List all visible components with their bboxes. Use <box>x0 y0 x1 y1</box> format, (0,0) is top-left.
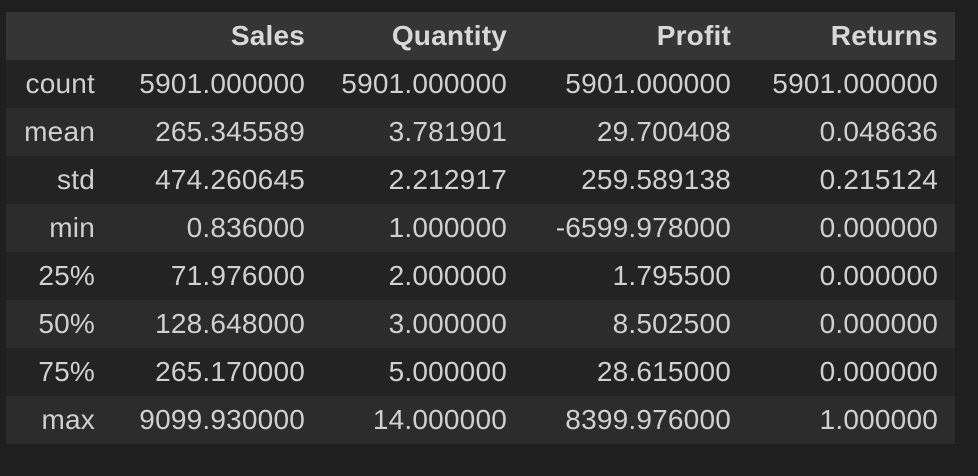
stat-cell: 2.212917 <box>322 156 524 204</box>
stat-cell: 5901.000000 <box>112 60 322 108</box>
header-cell-returns: Returns <box>748 12 955 60</box>
stat-cell: 5901.000000 <box>524 60 748 108</box>
table-row-max: max 9099.930000 14.000000 8399.976000 1.… <box>6 396 955 444</box>
table-row-mean: mean 265.345589 3.781901 29.700408 0.048… <box>6 108 955 156</box>
stat-cell: 1.000000 <box>322 204 524 252</box>
row-label: min <box>6 204 112 252</box>
header-cell-index <box>6 12 112 60</box>
stat-cell: 0.000000 <box>748 300 955 348</box>
table-row-min: min 0.836000 1.000000 -6599.978000 0.000… <box>6 204 955 252</box>
table-row-count: count 5901.000000 5901.000000 5901.00000… <box>6 60 955 108</box>
table-row-25pct: 25% 71.976000 2.000000 1.795500 0.000000 <box>6 252 955 300</box>
stat-cell: 474.260645 <box>112 156 322 204</box>
stat-cell: -6599.978000 <box>524 204 748 252</box>
table-row-50pct: 50% 128.648000 3.000000 8.502500 0.00000… <box>6 300 955 348</box>
stat-cell: 0.000000 <box>748 204 955 252</box>
stat-cell: 5.000000 <box>322 348 524 396</box>
stat-cell: 9099.930000 <box>112 396 322 444</box>
row-label: max <box>6 396 112 444</box>
stat-cell: 8399.976000 <box>524 396 748 444</box>
table-row-std: std 474.260645 2.212917 259.589138 0.215… <box>6 156 955 204</box>
stat-cell: 0.215124 <box>748 156 955 204</box>
row-label: 25% <box>6 252 112 300</box>
stat-cell: 5901.000000 <box>322 60 524 108</box>
header-cell-sales: Sales <box>112 12 322 60</box>
stat-cell: 0.000000 <box>748 252 955 300</box>
stat-cell: 0.836000 <box>112 204 322 252</box>
stat-cell: 0.000000 <box>748 348 955 396</box>
stat-cell: 5901.000000 <box>748 60 955 108</box>
stat-cell: 3.781901 <box>322 108 524 156</box>
stat-cell: 1.000000 <box>748 396 955 444</box>
stat-cell: 29.700408 <box>524 108 748 156</box>
stat-cell: 265.170000 <box>112 348 322 396</box>
stat-cell: 3.000000 <box>322 300 524 348</box>
header-row: Sales Quantity Profit Returns <box>6 12 955 60</box>
stat-cell: 2.000000 <box>322 252 524 300</box>
stat-cell: 128.648000 <box>112 300 322 348</box>
header-cell-profit: Profit <box>524 12 748 60</box>
stat-cell: 259.589138 <box>524 156 748 204</box>
table-row-75pct: 75% 265.170000 5.000000 28.615000 0.0000… <box>6 348 955 396</box>
stat-cell: 1.795500 <box>524 252 748 300</box>
row-label: 75% <box>6 348 112 396</box>
row-label: std <box>6 156 112 204</box>
row-label: count <box>6 60 112 108</box>
stat-cell: 0.048636 <box>748 108 955 156</box>
row-label: 50% <box>6 300 112 348</box>
stat-cell: 28.615000 <box>524 348 748 396</box>
describe-table: Sales Quantity Profit Returns count 5901… <box>6 12 955 444</box>
stat-cell: 71.976000 <box>112 252 322 300</box>
stat-cell: 14.000000 <box>322 396 524 444</box>
row-label: mean <box>6 108 112 156</box>
stat-cell: 265.345589 <box>112 108 322 156</box>
header-cell-quantity: Quantity <box>322 12 524 60</box>
stat-cell: 8.502500 <box>524 300 748 348</box>
